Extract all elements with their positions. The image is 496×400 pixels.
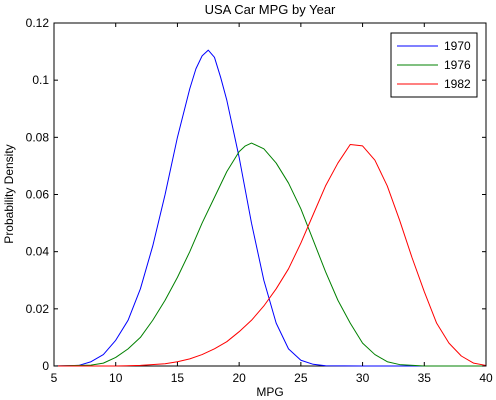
- y-tick-label: 0.06: [26, 188, 50, 202]
- series-layer: [53, 49, 487, 367]
- x-tick-label: 5: [51, 371, 58, 385]
- x-tick-label: 30: [356, 371, 370, 385]
- legend-item-1970: 1970: [397, 39, 471, 53]
- y-tick-label: 0.08: [26, 130, 50, 144]
- legend-item-1976: 1976: [397, 58, 471, 72]
- series-line-0: [53, 49, 486, 367]
- y-tick-label: 0.04: [26, 245, 50, 259]
- y-tick-label: 0: [42, 359, 49, 373]
- legend: 1970 1976 1982: [390, 32, 478, 98]
- x-tick-label: 35: [418, 371, 432, 385]
- y-tick-label: 0.1: [32, 73, 49, 87]
- y-axis-title: Probability Density: [2, 144, 16, 243]
- legend-label: 1976: [444, 58, 471, 72]
- x-tick-label: 15: [171, 371, 185, 385]
- y-tick-label: 0.12: [26, 16, 50, 30]
- legend-label: 1970: [444, 39, 471, 53]
- x-axis-title: MPG: [256, 385, 283, 399]
- x-tick-label: 20: [232, 371, 246, 385]
- y-tick-label: 0.02: [26, 302, 50, 316]
- x-tick-label: 25: [294, 371, 308, 385]
- legend-label: 1982: [444, 77, 471, 91]
- legend-item-1982: 1982: [397, 77, 471, 91]
- x-tick-label: 40: [479, 371, 493, 385]
- chart-title: USA Car MPG by Year: [205, 2, 336, 17]
- series-line-1: [53, 142, 486, 367]
- x-axis-ticks: 5 10 15 20 25 30 35 40: [51, 23, 493, 385]
- series-line-2: [54, 143, 487, 367]
- x-tick-label: 10: [109, 371, 123, 385]
- y-axis-ticks: 0 0.02 0.04 0.06 0.08 0.1 0.12: [26, 16, 486, 373]
